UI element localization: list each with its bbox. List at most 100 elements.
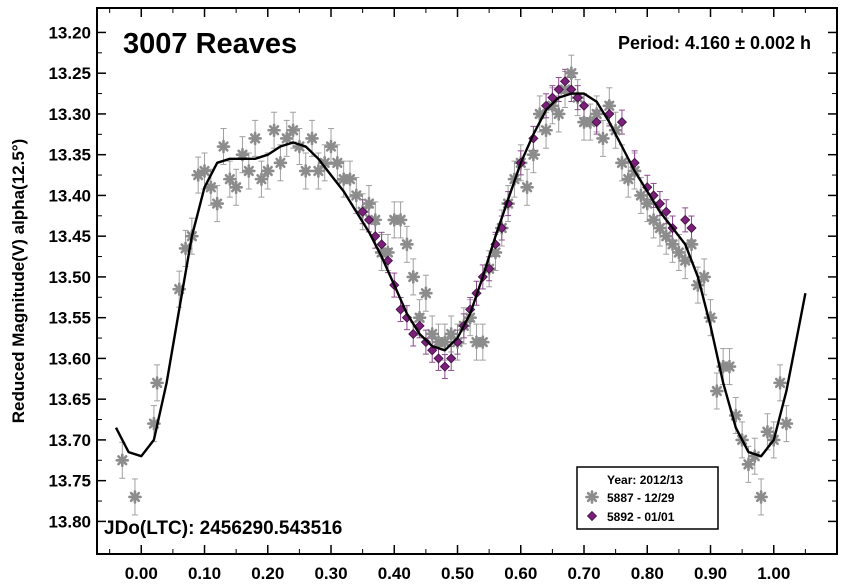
- data-point-series-1: [362, 196, 376, 211]
- y-tick-label: 13.55: [48, 309, 91, 328]
- data-point-series-1: [754, 490, 768, 504]
- data-point-series-2: [553, 84, 564, 95]
- x-tick-label: 0.90: [694, 564, 727, 583]
- data-points-layer: [115, 54, 794, 516]
- y-tick-label: 13.20: [48, 23, 91, 42]
- plot-frame: [96, 7, 838, 555]
- x-tick-label: 0.00: [125, 564, 158, 583]
- legend-label-series-2: 5892 - 01/01: [607, 510, 675, 524]
- x-tick-label: 0.40: [378, 564, 411, 583]
- data-point-series-1: [672, 245, 686, 260]
- data-point-series-1: [248, 131, 262, 146]
- legend-marker-diamond: [586, 510, 598, 522]
- data-point-series-1: [476, 335, 490, 349]
- data-point-series-2: [578, 100, 590, 111]
- legend-diamond-symbol: [586, 510, 598, 522]
- data-point-series-1: [197, 164, 212, 178]
- data-point-series-1: [444, 327, 458, 341]
- x-tick-label: 0.10: [188, 564, 221, 583]
- data-point-series-2: [661, 206, 672, 217]
- data-point-series-1: [311, 164, 326, 178]
- y-tick-label: 13.70: [48, 431, 91, 450]
- data-point-series-1: [678, 253, 693, 268]
- data-point-series-1: [204, 180, 218, 195]
- data-point-series-1: [438, 335, 452, 349]
- data-point-series-1: [520, 180, 534, 195]
- data-point-series-1: [760, 424, 775, 439]
- y-tick-label: 13.75: [48, 472, 91, 491]
- data-point-series-2: [363, 214, 375, 225]
- period-annotation: Period: 4.160 ± 0.002 h: [618, 33, 811, 53]
- data-point-series-1: [305, 131, 319, 146]
- y-tick-label: 13.25: [48, 64, 91, 83]
- data-point-series-1: [539, 123, 553, 138]
- legend-marker-asterisk: [585, 490, 599, 504]
- data-point-series-1: [324, 139, 338, 154]
- data-point-series-1: [615, 156, 629, 170]
- data-point-series-2: [408, 328, 419, 340]
- axes-layer: 13.20 13.25 13.30 13.35 13.40 13.45 13.50 13.55…: [48, 8, 837, 583]
- y-tick-label: 13.50: [48, 268, 91, 287]
- data-point-series-2: [446, 353, 457, 364]
- data-point-series-1: [779, 416, 794, 431]
- data-point-series-1: [349, 188, 364, 203]
- x-tick-label: 0.70: [567, 564, 600, 583]
- x-tick-label: 0.30: [314, 564, 347, 583]
- y-tick-label: 13.60: [48, 349, 91, 368]
- data-point-series-1: [741, 457, 756, 472]
- data-point-series-1: [393, 213, 408, 227]
- y-tick-label: 13.40: [48, 186, 91, 205]
- data-point-series-1: [653, 221, 667, 235]
- data-point-series-1: [330, 156, 345, 170]
- data-point-series-1: [254, 172, 269, 186]
- data-point-series-2: [559, 76, 571, 87]
- legend: Year: 2012/13 5887 - 12/29 5892 - 01/01: [576, 466, 719, 530]
- data-point-series-1: [646, 213, 661, 227]
- data-point-series-2: [439, 361, 450, 372]
- data-point-series-2: [433, 353, 444, 364]
- fit-curve-layer: [114, 92, 807, 458]
- data-point-series-1: [286, 123, 300, 138]
- data-point-series-1: [640, 196, 655, 211]
- data-point-series-1: [241, 164, 256, 178]
- y-tick-label: 13.30: [48, 105, 91, 124]
- data-point-series-1: [621, 172, 636, 186]
- data-point-series-1: [279, 131, 294, 146]
- data-point-series-1: [425, 327, 440, 341]
- y-axis-label: Reduced Magnitude(V) alpha(12.5°): [9, 139, 28, 424]
- data-point-series-1: [596, 131, 610, 146]
- epoch-annotation: JDo(LTC): 2456290.543516: [104, 518, 342, 539]
- data-point-series-1: [298, 164, 313, 178]
- data-point-series-1: [583, 115, 598, 129]
- fourier-fit-curve: [114, 92, 807, 458]
- data-point-series-1: [260, 164, 275, 178]
- legend-title: Year: 2012/13: [607, 473, 683, 487]
- data-point-series-2: [686, 222, 697, 234]
- y-tick-label: 13.35: [48, 146, 91, 165]
- y-tick-label: 13.45: [48, 227, 91, 246]
- data-point-series-1: [223, 172, 237, 186]
- data-point-series-2: [680, 214, 691, 225]
- data-point-series-1: [267, 123, 281, 138]
- data-point-series-1: [526, 147, 541, 162]
- data-point-series-1: [128, 490, 142, 504]
- data-point-series-1: [773, 376, 787, 390]
- data-point-series-1: [488, 245, 503, 260]
- data-point-series-1: [400, 237, 414, 252]
- data-point-series-1: [659, 229, 674, 243]
- data-point-series-1: [216, 139, 231, 154]
- data-point-series-2: [616, 117, 628, 128]
- data-point-series-1: [150, 376, 164, 390]
- data-point-series-1: [551, 107, 566, 121]
- x-tick-label: 0.60: [504, 564, 537, 583]
- chart-title: 3007 Reaves: [123, 28, 297, 60]
- data-point-series-1: [419, 286, 433, 301]
- data-point-series-1: [684, 237, 699, 252]
- data-point-series-2: [376, 239, 387, 250]
- data-point-series-1: [665, 237, 680, 252]
- data-point-series-1: [229, 180, 243, 195]
- legend-asterisk-symbol: [585, 490, 599, 504]
- data-point-series-1: [406, 270, 421, 284]
- data-point-series-2: [572, 92, 583, 103]
